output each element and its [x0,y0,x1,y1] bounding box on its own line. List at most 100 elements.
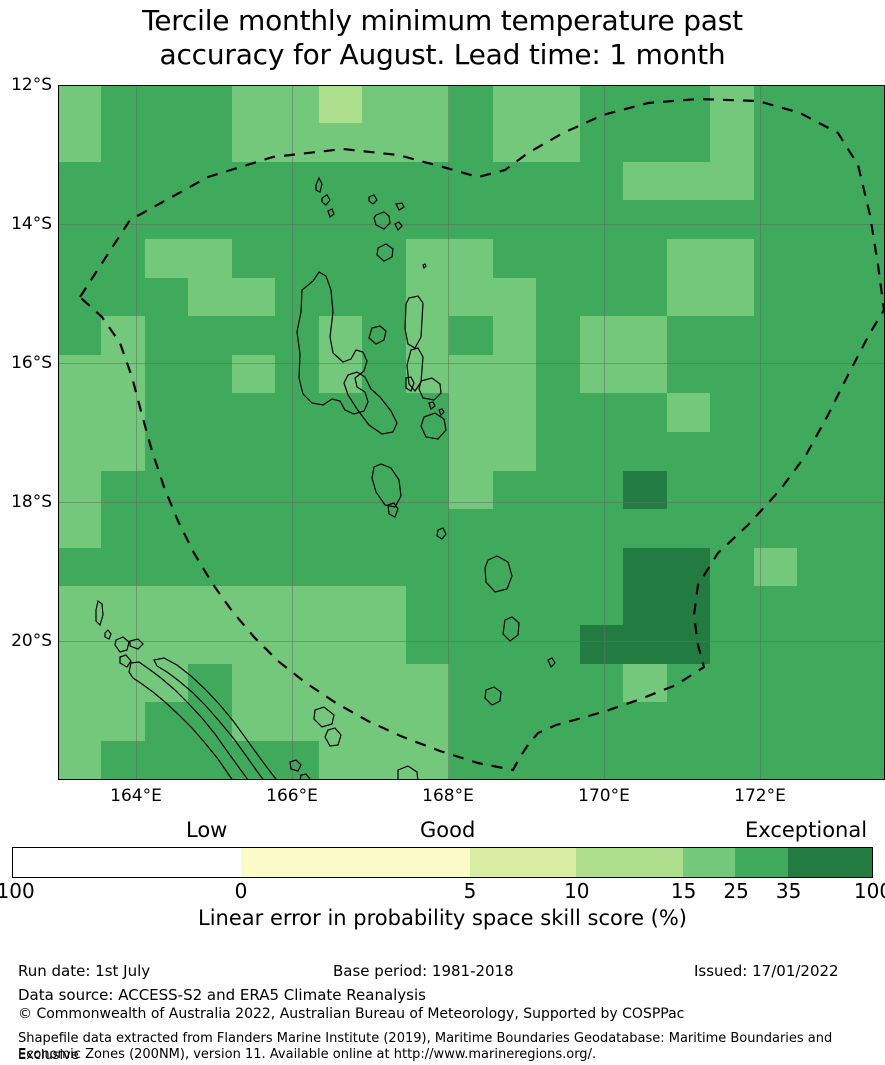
heatmap-cell [492,625,538,665]
heatmap-cell [623,509,668,549]
heatmap-cell [666,432,712,472]
heatmap-cell [231,547,277,588]
base-period-text: Base period: 1981-2018 [333,962,514,980]
heatmap-cell [405,586,451,627]
gridline-horizontal [58,502,885,503]
heatmap-cell [58,354,103,395]
heatmap-cell [797,200,842,240]
heatmap-cell [231,393,277,433]
heatmap-cell [101,547,146,588]
heatmap-cell [362,393,407,433]
heatmap-cell [275,85,320,125]
heatmap-cell [101,161,146,202]
heatmap-cell [666,123,712,163]
heatmap-cell [275,586,320,627]
heatmap-cell [318,547,364,588]
heatmap-cell [449,123,494,163]
heatmap-cell [492,200,538,240]
heatmap-cell [58,432,103,472]
colorbar-segment [13,848,242,877]
heatmap-cell [492,470,538,511]
heatmap-cell [666,586,712,627]
heatmap-cell [666,740,712,780]
heatmap-cell [710,509,755,549]
heatmap-cell [405,509,451,549]
heatmap-cell [318,238,364,279]
heatmap-cell [275,354,320,395]
colorbar-tick-label: -100 [0,879,35,903]
heatmap-cell [362,663,407,704]
heatmap-cell [188,432,233,472]
heatmap-cell [579,509,625,549]
heatmap-cell [231,200,277,240]
heatmap-cell [710,470,755,511]
heatmap-cell [405,740,451,780]
heatmap-cell [275,123,320,163]
heatmap-cell [579,547,625,588]
heatmap-cell [144,625,190,665]
heatmap-cell [579,123,625,163]
heatmap-cell [405,625,451,665]
heatmap-cell [666,200,712,240]
heatmap-cell [275,277,320,318]
heatmap-cell [144,702,190,742]
heatmap-cell [188,238,233,279]
heatmap-cell [231,509,277,549]
heatmap-cell [492,547,538,588]
y-axis-tick-label: 16°S [11,353,52,373]
heatmap-cell [58,509,103,549]
heatmap-cell [753,740,799,780]
shapefile-credit-line-2: Economic Zones (200NM), version 11. Avai… [18,1047,597,1062]
colorbar-tick-label: 100 [853,879,885,903]
heatmap-cell [58,277,103,318]
heatmap-cell [753,85,799,125]
heatmap-cell [797,277,842,318]
heatmap-cell [362,586,407,627]
heatmap-cell [144,586,190,627]
heatmap-cell [840,200,885,240]
colorbar-category-labels: Low Good Exceptional [0,818,885,844]
x-axis-tick-label: 168°E [422,786,474,806]
heatmap-cell [449,161,494,202]
heatmap-cell [362,238,407,279]
heatmap-cell [449,586,494,627]
heatmap-cell [579,432,625,472]
heatmap-cell [362,277,407,318]
heatmap-cell [188,200,233,240]
heatmap-cell [840,740,885,780]
heatmap-cell [492,277,538,318]
heatmap-cell [623,702,668,742]
heatmap-cell [492,161,538,202]
heatmap-cell [840,393,885,433]
colorbar-segment [241,848,470,877]
heatmap-cell [188,85,233,125]
heatmap-cell [318,123,364,163]
heatmap-cell [536,625,581,665]
heatmap-cell [318,354,364,395]
heatmap-cell [623,586,668,627]
heatmap-cell [58,200,103,240]
heatmap-cell [536,354,581,395]
heatmap-cell [405,470,451,511]
heatmap-cell [840,432,885,472]
heatmap-cell [188,663,233,704]
heatmap-cell [666,663,712,704]
heatmap-cell [449,509,494,549]
heatmap-cell [275,625,320,665]
heatmap-cell [188,277,233,318]
gridline-horizontal [58,224,885,225]
heatmap-cell [666,277,712,318]
heatmap-cell [579,702,625,742]
heatmap-cell [58,586,103,627]
heatmap-cell [144,547,190,588]
colorbar-tick-labels: -100 0 5 10 15 25 35 100 [0,879,885,903]
heatmap-cell [840,586,885,627]
x-axis-tick-label: 166°E [266,786,318,806]
heatmap-cell [101,85,146,125]
heatmap-cell [797,316,842,356]
y-axis-tick-label: 14°S [11,214,52,234]
heatmap-cell [797,509,842,549]
colorbar-tick-label: 5 [463,879,477,903]
colorbar-category-label: Exceptional [745,818,868,842]
heatmap-cell [405,702,451,742]
